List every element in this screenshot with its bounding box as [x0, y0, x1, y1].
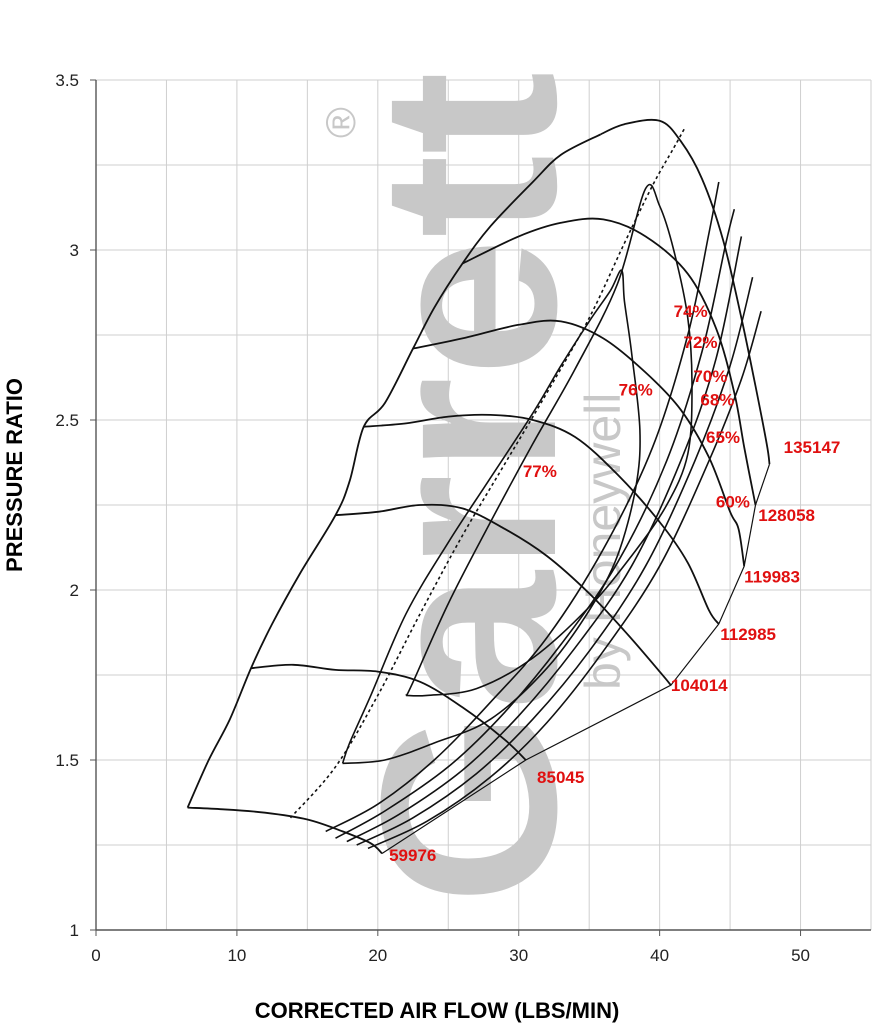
speed-line: [187, 806, 383, 855]
y-tick-label: 3.5: [55, 71, 79, 90]
x-tick-label: 40: [650, 946, 669, 965]
surge-line: [186, 133, 601, 808]
axes: 0 10 20 30 40 50 1 1.5 2 2.5 3 3.5: [55, 71, 871, 965]
map-labels: 59976 85045 104014 112985 119983 128058 135147…: [389, 302, 840, 865]
speed-label: 59976: [389, 846, 436, 865]
efficiency-label: 72%: [683, 333, 717, 352]
speed-label: 119983: [744, 567, 800, 586]
x-tick-label: 10: [227, 946, 246, 965]
speed-label: 85045: [537, 768, 584, 787]
efficiency-contour: [341, 269, 641, 765]
speed-line: [600, 118, 771, 465]
y-tick-label: 3: [70, 241, 79, 260]
speed-line: [412, 319, 746, 567]
efficiency-contour: [325, 181, 720, 833]
efficiency-label: 70%: [693, 367, 727, 386]
x-tick-label: 0: [91, 946, 100, 965]
watermark-registered-mark: ®: [317, 107, 364, 138]
watermark-subtitle: by Honeywell: [575, 393, 631, 690]
y-axis-title: PRESSURE RATIO: [2, 378, 27, 572]
speed-line: [462, 217, 757, 506]
y-tick-label: 1: [70, 921, 79, 940]
efficiency-contour: [346, 236, 743, 843]
y-tick-label: 1.5: [55, 751, 79, 770]
x-tick-label: 50: [791, 946, 810, 965]
efficiency-contour: [289, 127, 686, 819]
efficiency-label: 77%: [523, 462, 557, 481]
efficiency-contour: [356, 277, 754, 846]
speed-label: 112985: [720, 625, 776, 644]
speed-label: 135147: [784, 438, 841, 457]
efficiency-contour: [367, 310, 762, 850]
x-tick-label: 20: [368, 946, 387, 965]
y-tick-label: 2: [70, 581, 79, 600]
efficiency-label: 65%: [706, 428, 740, 447]
speed-label: 104014: [671, 676, 728, 695]
efficiency-label: 74%: [674, 302, 708, 321]
speed-line: [363, 413, 720, 625]
choke-line: [381, 464, 771, 855]
efficiency-label: 68%: [700, 391, 734, 410]
x-axis-title: CORRECTED AIR FLOW (LBS/MIN): [255, 998, 620, 1023]
efficiency-label: 76%: [619, 380, 653, 399]
efficiency-contour: [335, 209, 736, 839]
speed-line: [250, 663, 527, 761]
efficiency-label: 60%: [716, 493, 750, 512]
map-curves: [186, 118, 771, 855]
speed-label: 128058: [758, 506, 815, 525]
speed-line: [335, 503, 672, 686]
y-tick-label: 2.5: [55, 411, 79, 430]
x-tick-label: 30: [509, 946, 528, 965]
